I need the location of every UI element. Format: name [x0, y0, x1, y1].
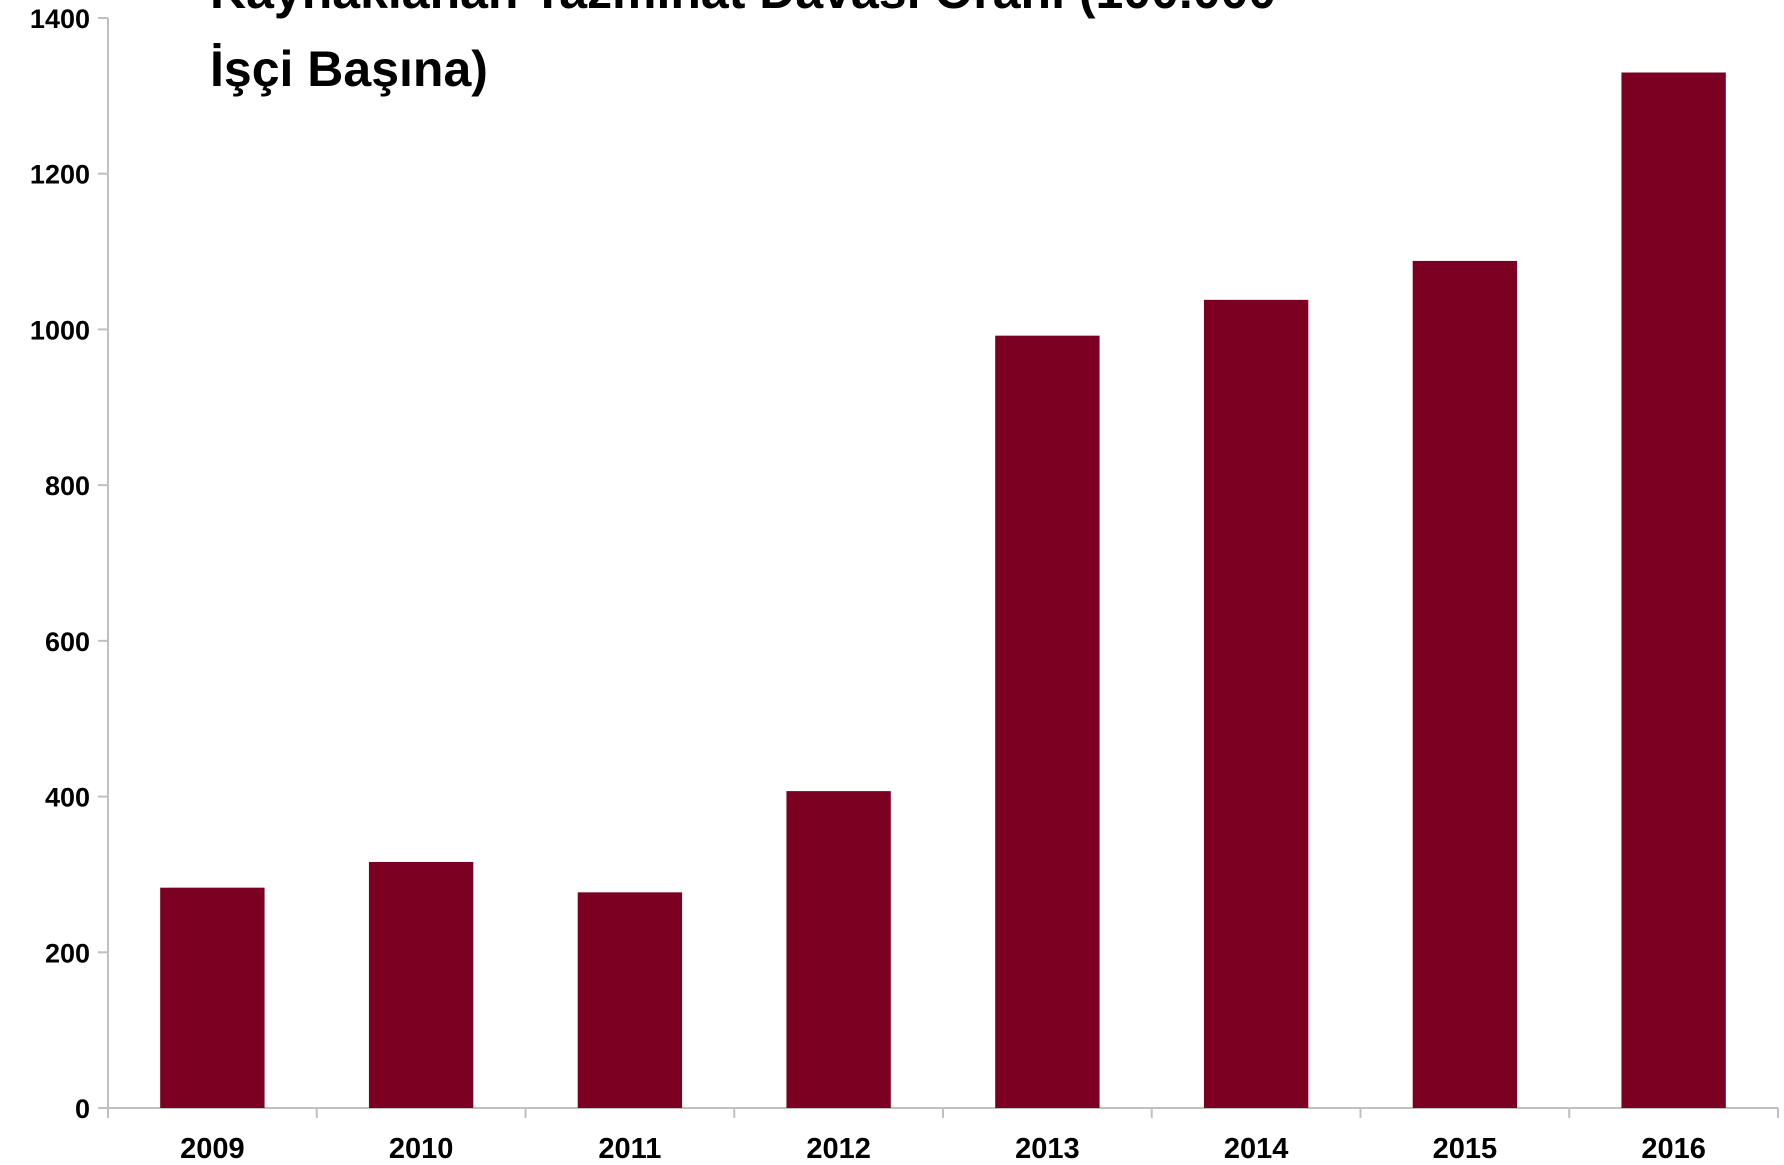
- axes: [98, 17, 1779, 1118]
- x-tick-label: 2011: [598, 1133, 661, 1165]
- bar-2013: [995, 335, 1100, 1109]
- y-tick-label: 1400: [30, 4, 90, 34]
- bars: [160, 72, 1726, 1109]
- y-tick-label: 600: [45, 627, 90, 657]
- y-tick-label: 1200: [30, 160, 90, 190]
- x-tick-label: 2010: [389, 1133, 454, 1165]
- x-tick-label: 2016: [1641, 1133, 1706, 1165]
- bar-2016: [1621, 72, 1726, 1108]
- x-tick-label: 2012: [806, 1133, 871, 1165]
- bar-2009: [160, 887, 265, 1108]
- y-axis-tick-labels: 0 200 400 600 800 1000 1200 1400: [30, 4, 90, 1124]
- x-tick-label: 2013: [1015, 1133, 1080, 1165]
- chart-title-line-2: İşçi Başına): [210, 41, 488, 97]
- bar-2015: [1412, 260, 1518, 1108]
- x-tick-label: 2015: [1433, 1133, 1498, 1165]
- bar-2012: [786, 791, 891, 1108]
- chart-title: Kaynaklanan Tazminat Davası Oranı (100.0…: [210, 0, 1276, 97]
- x-tick-label: 2009: [180, 1133, 245, 1165]
- y-tick-label: 1000: [30, 315, 90, 345]
- bar-2011: [577, 892, 683, 1108]
- bar-2014: [1203, 299, 1309, 1108]
- x-axis-category-labels: 2009 2010 2011 2012 2013 2014 2015 2016: [180, 1133, 1706, 1165]
- y-tick-label: 0: [75, 1094, 90, 1124]
- y-tick-label: 400: [45, 783, 90, 813]
- y-tick-label: 200: [45, 938, 90, 968]
- chart-title-line-1: Kaynaklanan Tazminat Davası Oranı (100.0…: [210, 0, 1276, 19]
- bar-2010: [368, 861, 474, 1108]
- y-tick-label: 800: [45, 471, 90, 501]
- x-tick-label: 2014: [1224, 1133, 1289, 1165]
